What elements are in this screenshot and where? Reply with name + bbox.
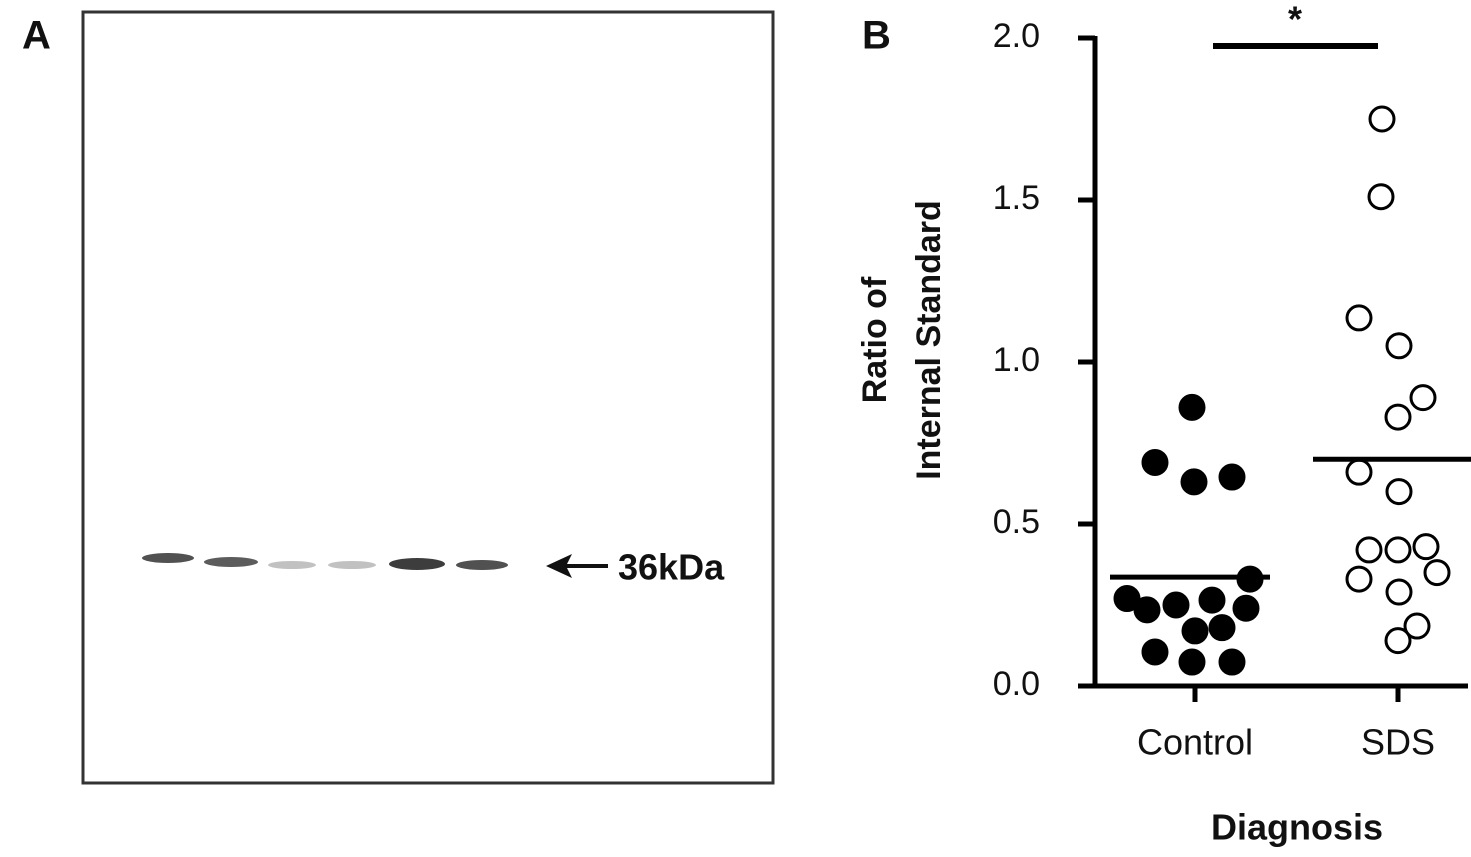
dot [1412,533,1440,561]
dot [1218,463,1246,491]
dot [1385,578,1413,606]
dot [1384,536,1412,564]
x-tick-label: SDS [1361,722,1435,763]
dot [1113,585,1141,613]
y-tick-label: 0.0 [993,665,1040,703]
dot [1403,612,1431,640]
dot [1141,448,1169,476]
dot [1345,304,1373,332]
y-tick-label: 2.0 [993,17,1040,55]
x-axis-title: Diagnosis [1211,807,1383,848]
dot [1180,468,1208,496]
dot [1345,458,1373,486]
y-tick-label: 1.5 [993,179,1040,217]
y-axis-title-line: Internal Standard [910,200,948,480]
dot [1367,183,1395,211]
blot-frame [81,10,775,785]
dot [1178,393,1206,421]
arrow-head [546,554,572,578]
dot [1385,332,1413,360]
blot-bands [142,553,508,570]
dot [1141,638,1169,666]
dot [1218,648,1246,676]
y-tick-label: 0.5 [993,503,1040,541]
dot [1384,403,1412,431]
y-axis-title: Ratio of Internal Standard [856,200,948,480]
dot [1208,614,1236,642]
dot [1409,384,1437,412]
panel-label: A [22,14,51,58]
significance-label: * [1288,0,1302,40]
y-tick-label: 1.0 [993,341,1040,379]
dot [1181,617,1209,645]
panel-label: B [862,14,891,58]
dot [1198,586,1226,614]
y-axis-title-line: Ratio of [856,276,894,403]
marker-label: 36kDa [618,547,725,588]
dot [1384,627,1412,655]
x-tick-label: Control [1137,722,1253,763]
dot [1423,559,1451,587]
dot [1385,478,1413,506]
dot [1345,565,1373,593]
dot [1133,596,1161,624]
dot [1162,591,1190,619]
dot [1368,105,1396,133]
dot [1355,536,1383,564]
dot [1178,648,1206,676]
dot [1232,594,1260,622]
